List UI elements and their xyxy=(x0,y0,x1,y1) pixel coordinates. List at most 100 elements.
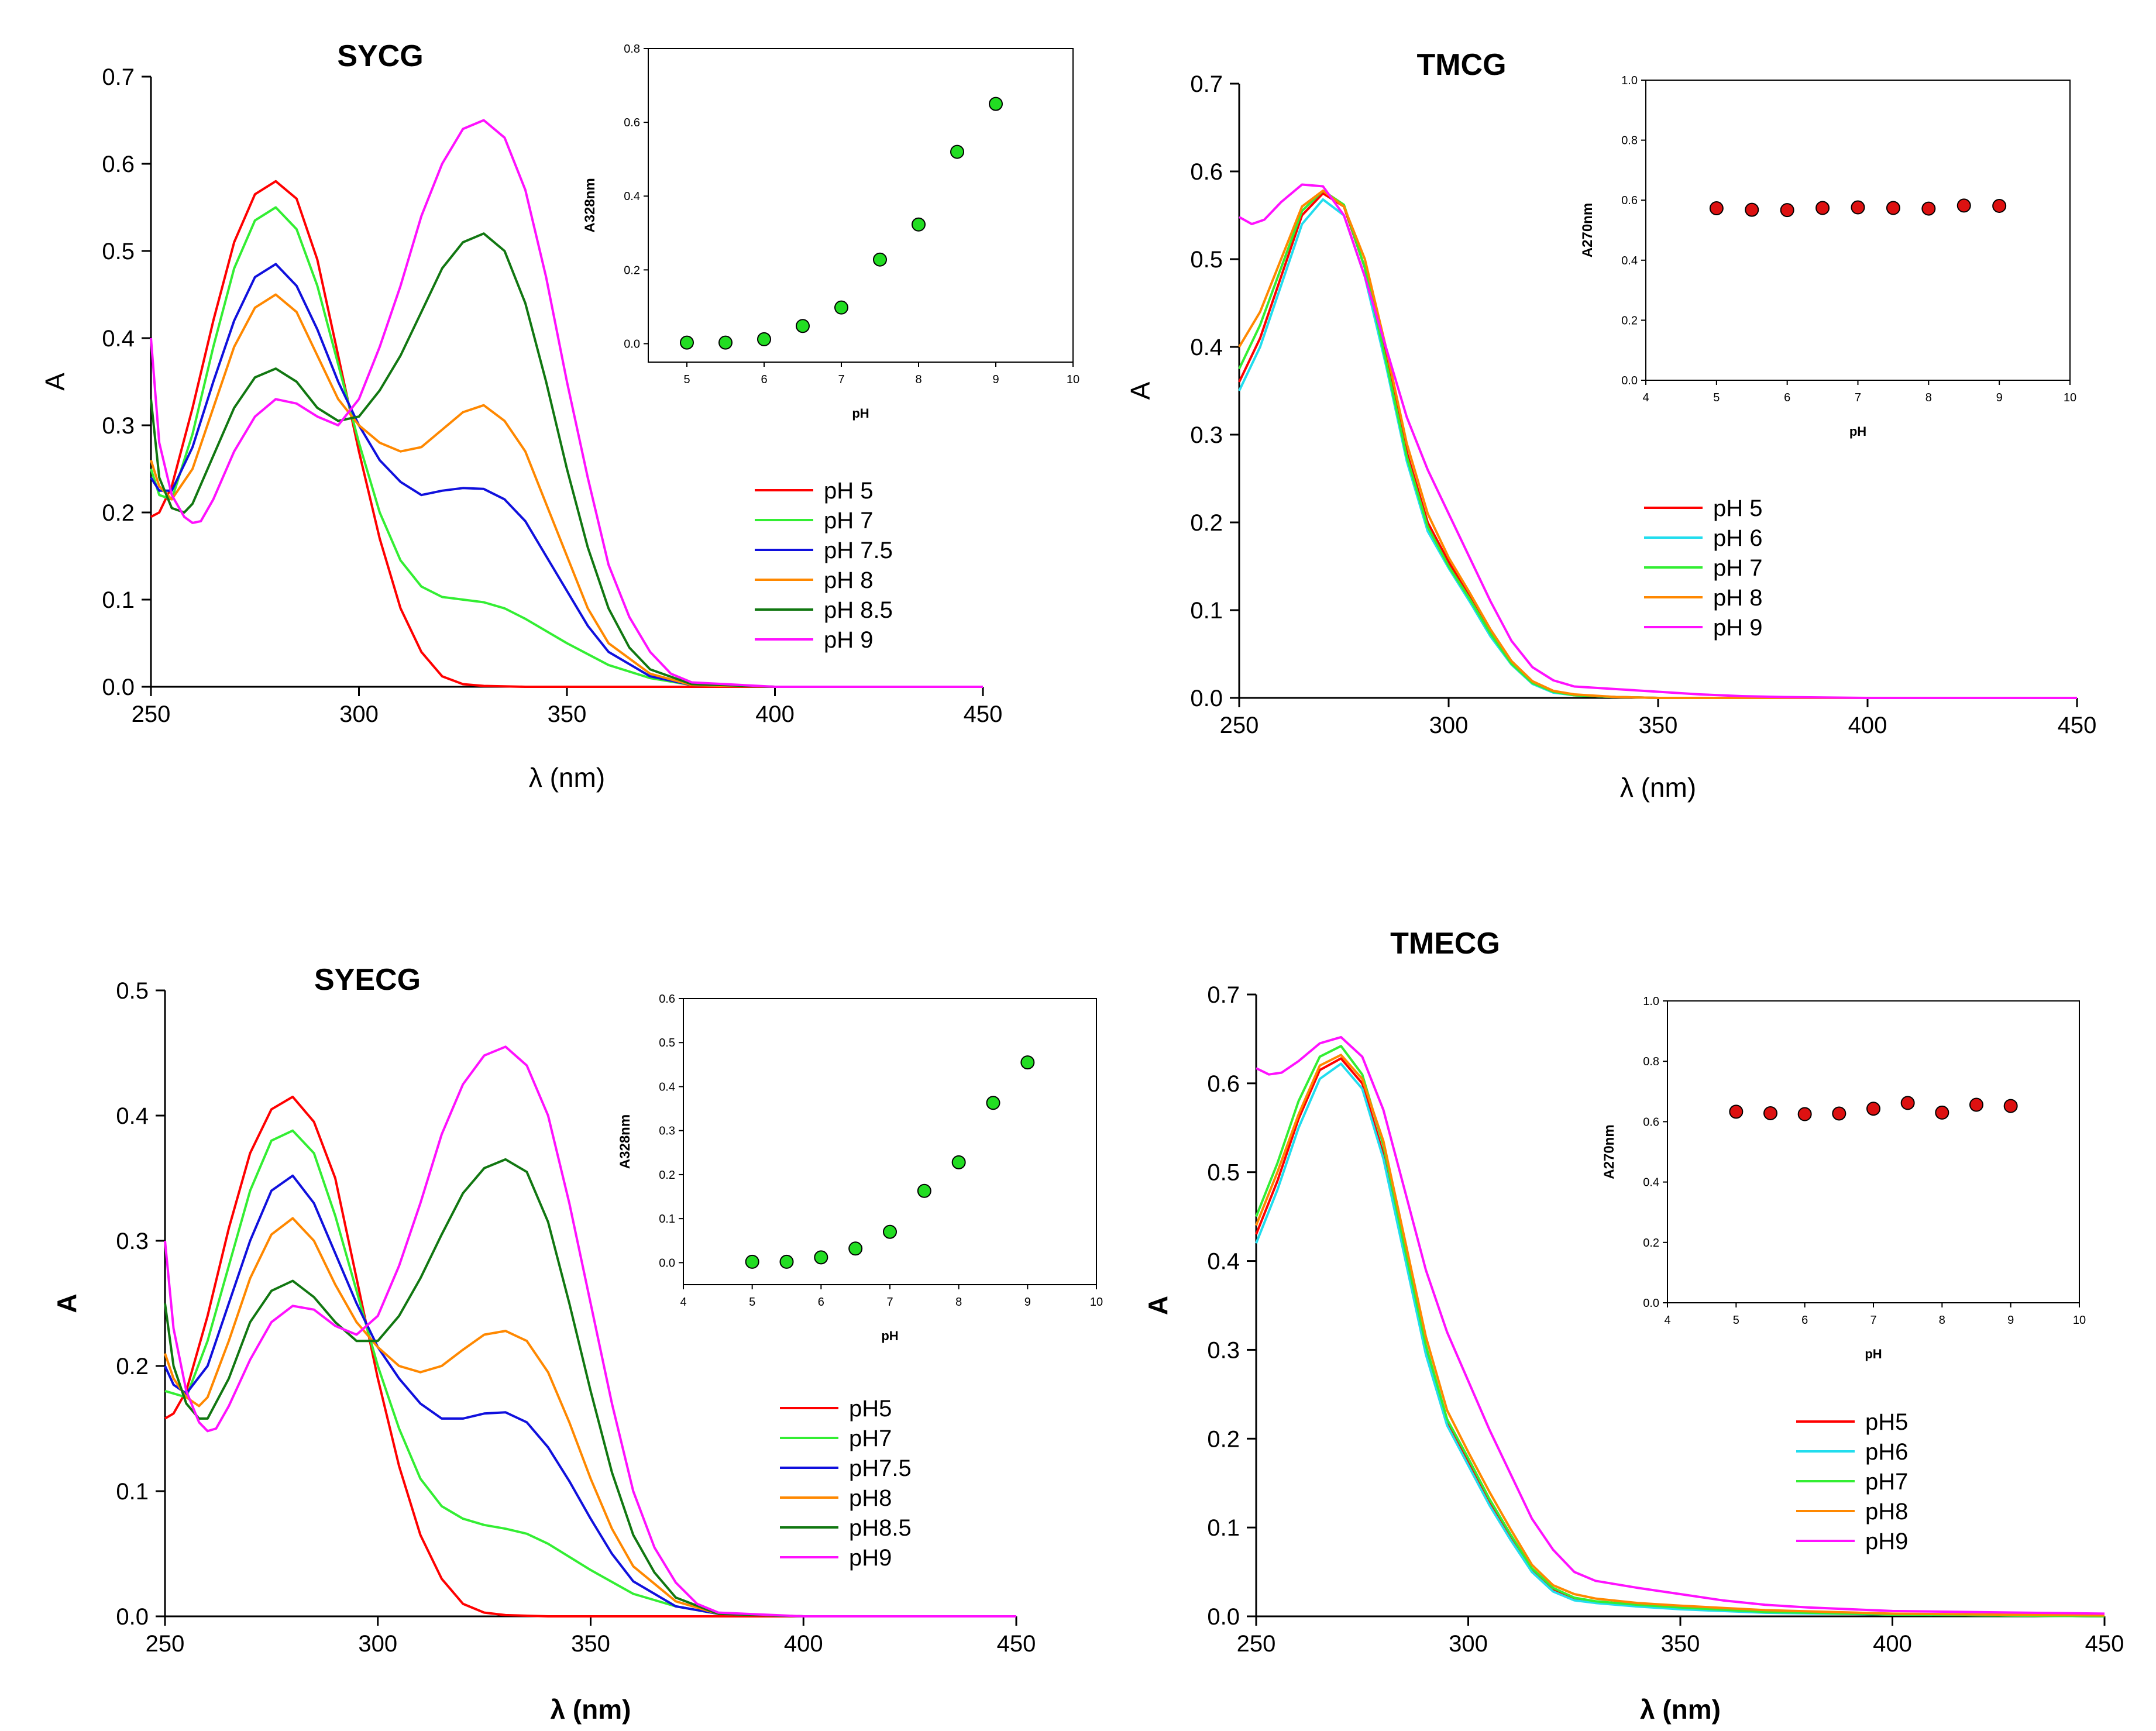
x-tick-label: 400 xyxy=(1848,713,1887,738)
inset-point xyxy=(1900,1096,1915,1110)
inset-frame xyxy=(1667,1000,2080,1303)
y-tick-label: 0.1 xyxy=(1190,598,1223,624)
series-line-2 xyxy=(1238,190,2077,699)
series-line-5 xyxy=(164,1045,1016,1618)
y-tick-label: 0.5 xyxy=(116,978,149,1004)
chart-title: TMCG xyxy=(1416,48,1506,82)
inset-point xyxy=(745,1254,759,1269)
inset-x-tick-label: 6 xyxy=(1784,391,1790,404)
legend-label: pH 8 xyxy=(824,567,874,593)
legend-label: pH 9 xyxy=(1713,615,1763,641)
inset-y-tick-label: 0.2 xyxy=(1621,314,1638,327)
y-tick-label: 0.2 xyxy=(116,1354,149,1379)
legend-label: pH9 xyxy=(1865,1529,1908,1554)
inset-y-tick-label: 0.2 xyxy=(1643,1237,1659,1250)
x-axis-label: λ (nm) xyxy=(529,762,605,793)
series-line-3 xyxy=(1255,1054,2105,1617)
inset-point xyxy=(848,1241,863,1256)
inset-point xyxy=(986,1096,1000,1110)
inset-y-tick-label: 0.6 xyxy=(1643,1116,1659,1128)
y-tick-label: 0.2 xyxy=(1190,510,1223,536)
inset-point xyxy=(1763,1106,1777,1120)
y-axis-label: A xyxy=(1143,1296,1173,1315)
x-tick-label: 250 xyxy=(1220,713,1259,738)
inset-y-tick-label: 0.3 xyxy=(659,1125,675,1138)
legend-label: pH 7.5 xyxy=(824,538,893,563)
legend-label: pH7.5 xyxy=(849,1455,912,1481)
series-line-1 xyxy=(1255,1062,2105,1618)
inset-x-axis-label: pH xyxy=(1849,424,1866,439)
inset-x-tick-label: 10 xyxy=(1067,373,1079,386)
inset-point xyxy=(1709,201,1724,216)
series-line-2 xyxy=(164,1174,1016,1618)
y-tick-label: 0.1 xyxy=(102,587,135,613)
inset-x-tick-label: 8 xyxy=(1925,391,1932,404)
inset-panel-1: 4 5 6 7 8 9 10 0.0 0.2 0.4 0.6 0.8 1.0 pH A270nm xyxy=(1580,74,2076,439)
inset-point xyxy=(1969,1097,1983,1112)
inset-point xyxy=(1886,201,1900,215)
inset-point xyxy=(917,1183,931,1198)
legend-label: pH 5 xyxy=(824,478,874,504)
inset-x-tick-label: 9 xyxy=(1024,1296,1031,1309)
x-tick-label: 350 xyxy=(1639,713,1678,738)
x-tick-label: 450 xyxy=(964,701,1003,727)
inset-x-tick-label: 9 xyxy=(2007,1314,2014,1327)
y-tick-label: 0.3 xyxy=(102,413,135,439)
y-axis-label: A xyxy=(51,1293,82,1313)
y-tick-label: 0.5 xyxy=(1207,1160,1240,1186)
legend-label: pH 6 xyxy=(1713,525,1763,551)
inset-point xyxy=(796,319,810,333)
series-line-4 xyxy=(150,232,983,688)
x-tick-label: 250 xyxy=(1237,1631,1276,1657)
y-tick-label: 0.3 xyxy=(116,1228,149,1254)
y-tick-label: 0.5 xyxy=(102,239,135,264)
y-tick-label: 0.4 xyxy=(116,1103,149,1129)
series-line-4 xyxy=(164,1158,1016,1618)
inset-point xyxy=(1866,1102,1880,1116)
inset-x-tick-label: 6 xyxy=(818,1296,824,1309)
series-line-2 xyxy=(1255,1045,2105,1618)
y-tick-label: 0.2 xyxy=(102,500,135,526)
x-tick-label: 450 xyxy=(997,1631,1036,1657)
inset-y-axis-label: A328nm xyxy=(617,1114,633,1169)
inset-y-axis-label: A270nm xyxy=(1601,1124,1617,1179)
inset-x-tick-label: 8 xyxy=(915,373,921,386)
y-tick-label: 0.7 xyxy=(102,64,135,90)
inset-point xyxy=(1815,201,1830,215)
legend-label: pH 9 xyxy=(824,627,874,653)
inset-panel-0: 5 6 7 8 9 10 0.0 0.2 0.4 0.6 0.8 pH A328nm xyxy=(582,43,1079,421)
y-axis-label: A xyxy=(40,373,70,391)
chart-title: SYCG xyxy=(337,39,423,73)
inset-y-tick-label: 0.8 xyxy=(1643,1055,1659,1068)
inset-point xyxy=(1935,1105,1949,1120)
inset-x-tick-label: 4 xyxy=(680,1296,686,1309)
inset-point xyxy=(1020,1055,1035,1070)
inset-y-tick-label: 0.4 xyxy=(1621,254,1638,267)
y-tick-label: 0.4 xyxy=(102,326,135,352)
y-tick-label: 0.6 xyxy=(1207,1071,1240,1097)
x-tick-label: 450 xyxy=(2058,713,2097,738)
y-tick-label: 0.7 xyxy=(1207,982,1240,1008)
y-tick-label: 0.0 xyxy=(1190,686,1223,711)
x-tick-label: 350 xyxy=(571,1631,610,1657)
inset-point xyxy=(873,252,887,267)
inset-frame xyxy=(1645,80,2071,381)
inset-y-tick-label: 1.0 xyxy=(1621,74,1638,87)
inset-point xyxy=(779,1254,794,1269)
x-tick-label: 450 xyxy=(2085,1631,2124,1657)
inset-frame xyxy=(648,48,1074,363)
inset-x-axis-label: pH xyxy=(1865,1347,1882,1361)
y-tick-label: 0.3 xyxy=(1207,1337,1240,1363)
inset-point xyxy=(1851,200,1865,215)
inset-point xyxy=(680,335,694,350)
x-tick-label: 300 xyxy=(339,701,379,727)
inset-point xyxy=(1992,198,2007,213)
inset-point xyxy=(834,300,848,315)
inset-point xyxy=(989,97,1003,111)
inset-x-tick-label: 9 xyxy=(1996,391,2003,404)
inset-y-tick-label: 0.6 xyxy=(1621,194,1638,207)
chart-title: TMECG xyxy=(1390,927,1500,961)
legend-label: pH7 xyxy=(1865,1469,1908,1495)
inset-point xyxy=(1729,1104,1744,1119)
inset-y-tick-label: 0.8 xyxy=(624,43,640,56)
